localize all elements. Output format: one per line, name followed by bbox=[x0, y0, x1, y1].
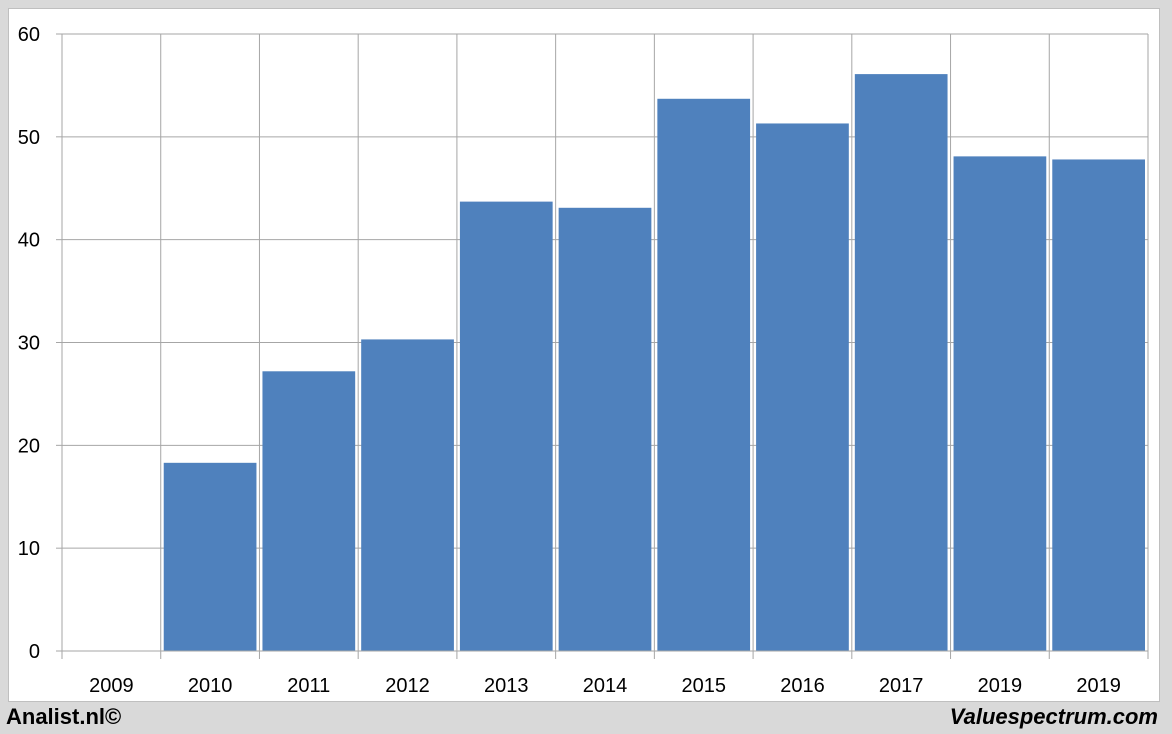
y-tick-label: 10 bbox=[18, 538, 40, 560]
y-tick-label: 30 bbox=[18, 333, 40, 355]
y-tick-label: 60 bbox=[18, 24, 40, 46]
footer-brand-label: Valuespectrum.com bbox=[949, 704, 1158, 729]
x-tick-label: 2019 bbox=[978, 675, 1023, 697]
bar-2017 bbox=[854, 74, 948, 652]
x-tick-label: 2014 bbox=[583, 675, 628, 697]
bar-2019 bbox=[953, 156, 1047, 651]
x-tick-label: 2012 bbox=[385, 675, 430, 697]
x-tick-label: 2010 bbox=[188, 675, 233, 697]
bar-2012 bbox=[361, 339, 454, 651]
x-tick-label: 2017 bbox=[879, 675, 924, 697]
bar-2016 bbox=[756, 123, 849, 652]
bar-2014 bbox=[558, 207, 652, 651]
x-tick-label: 2011 bbox=[287, 675, 330, 697]
y-tick-label: 0 bbox=[29, 641, 40, 663]
y-tick-label: 40 bbox=[18, 230, 40, 252]
footer-source-label: Analist.nl© bbox=[6, 704, 122, 729]
x-tick-label: 2015 bbox=[681, 675, 726, 697]
x-tick-label: 2009 bbox=[89, 675, 134, 697]
x-tick-label: 2016 bbox=[780, 675, 825, 697]
bar-chart: 0 10 20 30 40 50 60 2009 2010 2011 2012 2013 2014 201… bbox=[18, 24, 1149, 697]
x-tick-label: 2019 bbox=[1076, 675, 1121, 697]
bar-2010 bbox=[163, 462, 257, 651]
y-tick-label: 20 bbox=[18, 435, 40, 457]
x-tick-label: 2013 bbox=[484, 675, 529, 697]
y-tick-label: 50 bbox=[18, 127, 40, 149]
bar-2013 bbox=[459, 201, 553, 651]
bar-2011 bbox=[262, 371, 356, 651]
bar-2015 bbox=[657, 98, 751, 651]
bar-2019 bbox=[1052, 159, 1145, 651]
